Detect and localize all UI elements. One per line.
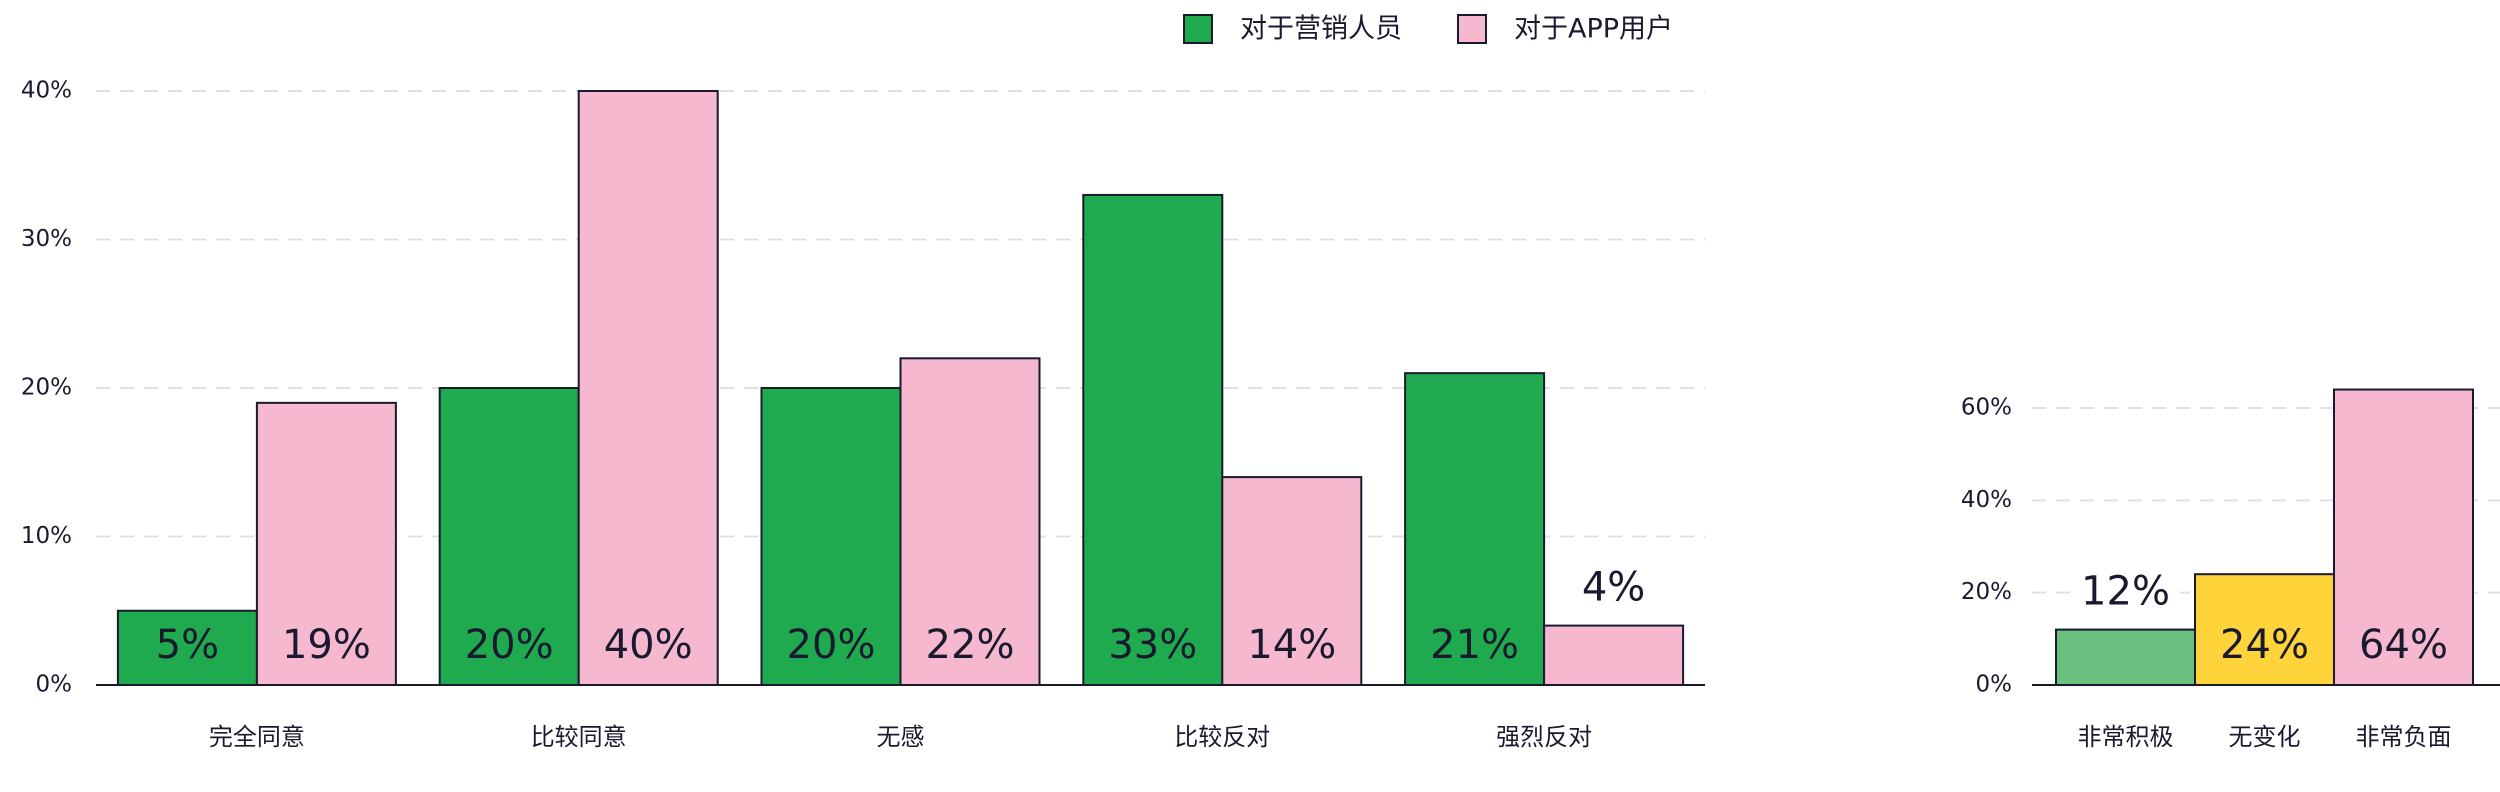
value-label: 19% [282,622,371,668]
value-label: 14% [1247,622,1336,668]
bar [2055,628,2196,686]
label-bg [2071,565,2180,622]
bar [438,387,580,686]
legend-label: 对于营销人员 [1240,14,1402,45]
bar [577,90,719,686]
x-tick-label: 比较同意 [531,723,627,751]
x-tick-label: 比较反对 [1174,723,1270,751]
value-label: 33% [1108,622,1197,668]
x-tick-label: 非常积极 [2078,723,2174,751]
value-label: 12% [2081,569,2170,615]
y-tick-label: 30% [21,226,72,252]
bar [116,609,258,686]
y-tick-label: 60% [1961,395,2012,421]
x-tick-label: 无感 [877,723,925,751]
bar [1221,476,1363,686]
value-label: 4% [1582,565,1645,611]
bar [760,387,902,686]
legend-swatch [1457,14,1487,44]
value-label: 5% [156,622,219,668]
value-label: 20% [465,622,554,668]
bar [255,401,397,686]
y-tick-label: 40% [1961,487,2012,513]
legend-swatch [1183,14,1213,44]
x-tick-label: 非常负面 [2356,723,2452,751]
bar [1082,193,1224,686]
x-tick-label: 无变化 [2229,723,2301,751]
y-tick-label: 20% [1961,579,2012,605]
y-tick-label: 40% [21,78,72,104]
legend-label: 对于APP用户 [1514,14,1673,45]
value-label: 21% [1430,622,1519,668]
label-bg [1559,561,1669,618]
bar [1404,372,1546,686]
value-label: 64% [2359,622,2448,668]
x-tick-label: 完全同意 [209,723,305,751]
y-tick-label: 20% [21,375,72,401]
value-label: 20% [787,622,876,668]
y-tick-label: 0% [36,672,73,698]
y-tick-label: 0% [1976,672,2013,698]
bar [2194,573,2335,687]
bar [1543,624,1685,686]
value-label: 22% [926,622,1015,668]
bar [899,357,1041,686]
y-tick-label: 10% [21,523,72,549]
bar [2333,388,2474,686]
value-label: 24% [2220,622,2309,668]
x-tick-label: 强烈反对 [1496,723,1592,751]
value-label: 40% [604,622,693,668]
